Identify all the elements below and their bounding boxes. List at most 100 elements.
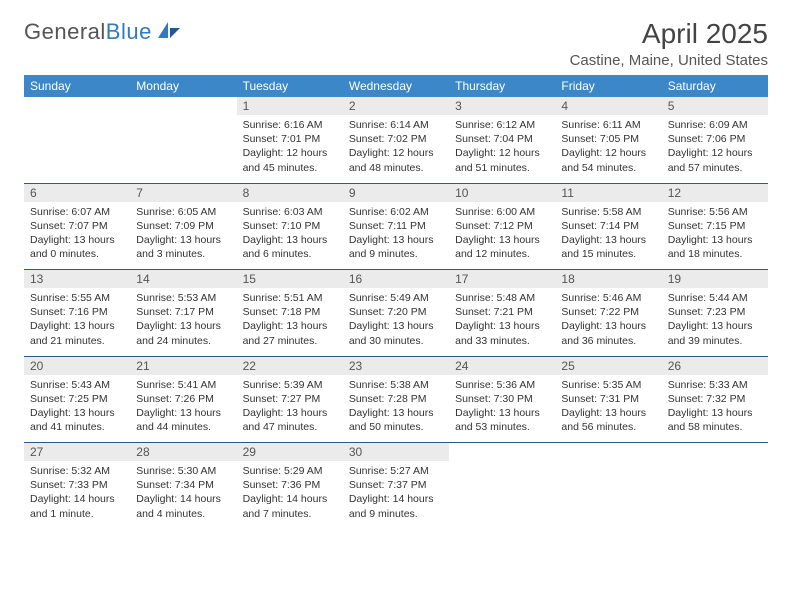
daylight-text: Daylight: 13 hours and 30 minutes. (349, 319, 443, 347)
sunrise-text: Sunrise: 5:39 AM (243, 378, 337, 392)
daylight-text: Daylight: 13 hours and 58 minutes. (668, 406, 762, 434)
sunset-text: Sunset: 7:01 PM (243, 132, 337, 146)
sunset-text: Sunset: 7:34 PM (136, 478, 230, 492)
calendar-table: Sunday Monday Tuesday Wednesday Thursday… (24, 75, 768, 529)
sunrise-text: Sunrise: 5:33 AM (668, 378, 762, 392)
day-content-cell: Sunrise: 5:41 AMSunset: 7:26 PMDaylight:… (130, 375, 236, 443)
sunset-text: Sunset: 7:09 PM (136, 219, 230, 233)
day-content-cell: Sunrise: 6:07 AMSunset: 7:07 PMDaylight:… (24, 202, 130, 270)
daylight-text: Daylight: 12 hours and 51 minutes. (455, 146, 549, 174)
day-content-cell: Sunrise: 5:29 AMSunset: 7:36 PMDaylight:… (237, 461, 343, 529)
day-number-cell: 30 (343, 443, 449, 462)
day-number-cell (662, 443, 768, 462)
day-content-row: Sunrise: 6:16 AMSunset: 7:01 PMDaylight:… (24, 115, 768, 183)
daylight-text: Daylight: 13 hours and 18 minutes. (668, 233, 762, 261)
daylight-text: Daylight: 14 hours and 4 minutes. (136, 492, 230, 520)
sunrise-text: Sunrise: 5:49 AM (349, 291, 443, 305)
daylight-text: Daylight: 13 hours and 3 minutes. (136, 233, 230, 261)
sunset-text: Sunset: 7:30 PM (455, 392, 549, 406)
day-content-cell: Sunrise: 6:11 AMSunset: 7:05 PMDaylight:… (555, 115, 661, 183)
day-content-row: Sunrise: 5:43 AMSunset: 7:25 PMDaylight:… (24, 375, 768, 443)
day-content-cell: Sunrise: 6:16 AMSunset: 7:01 PMDaylight:… (237, 115, 343, 183)
sunrise-text: Sunrise: 5:46 AM (561, 291, 655, 305)
sunset-text: Sunset: 7:36 PM (243, 478, 337, 492)
day-number-cell: 2 (343, 97, 449, 115)
day-number-cell: 24 (449, 356, 555, 375)
sunset-text: Sunset: 7:21 PM (455, 305, 549, 319)
sunset-text: Sunset: 7:28 PM (349, 392, 443, 406)
day-content-cell: Sunrise: 5:44 AMSunset: 7:23 PMDaylight:… (662, 288, 768, 356)
sunset-text: Sunset: 7:27 PM (243, 392, 337, 406)
sunrise-text: Sunrise: 5:53 AM (136, 291, 230, 305)
page-header: GeneralBlue April 2025 Castine, Maine, U… (24, 18, 768, 69)
sunset-text: Sunset: 7:25 PM (30, 392, 124, 406)
daylight-text: Daylight: 13 hours and 47 minutes. (243, 406, 337, 434)
sunset-text: Sunset: 7:16 PM (30, 305, 124, 319)
sunrise-text: Sunrise: 5:36 AM (455, 378, 549, 392)
day-content-cell: Sunrise: 5:35 AMSunset: 7:31 PMDaylight:… (555, 375, 661, 443)
sunset-text: Sunset: 7:15 PM (668, 219, 762, 233)
day-content-cell: Sunrise: 5:39 AMSunset: 7:27 PMDaylight:… (237, 375, 343, 443)
weekday-header: Monday (130, 75, 236, 97)
day-content-cell: Sunrise: 5:32 AMSunset: 7:33 PMDaylight:… (24, 461, 130, 529)
sunrise-text: Sunrise: 5:32 AM (30, 464, 124, 478)
sunrise-text: Sunrise: 5:29 AM (243, 464, 337, 478)
sunrise-text: Sunrise: 6:12 AM (455, 118, 549, 132)
sunrise-text: Sunrise: 6:11 AM (561, 118, 655, 132)
title-block: April 2025 Castine, Maine, United States (570, 18, 768, 69)
day-content-row: Sunrise: 5:55 AMSunset: 7:16 PMDaylight:… (24, 288, 768, 356)
day-content-cell: Sunrise: 5:56 AMSunset: 7:15 PMDaylight:… (662, 202, 768, 270)
day-number-cell (130, 97, 236, 115)
day-number-cell: 28 (130, 443, 236, 462)
sunset-text: Sunset: 7:12 PM (455, 219, 549, 233)
day-number-row: 27282930 (24, 443, 768, 462)
day-content-cell (24, 115, 130, 183)
weekday-header: Friday (555, 75, 661, 97)
day-content-cell: Sunrise: 5:51 AMSunset: 7:18 PMDaylight:… (237, 288, 343, 356)
day-content-cell (662, 461, 768, 529)
sunrise-text: Sunrise: 5:48 AM (455, 291, 549, 305)
sunrise-text: Sunrise: 6:00 AM (455, 205, 549, 219)
day-number-cell: 25 (555, 356, 661, 375)
day-content-cell: Sunrise: 6:03 AMSunset: 7:10 PMDaylight:… (237, 202, 343, 270)
day-number-cell: 8 (237, 183, 343, 202)
daylight-text: Daylight: 13 hours and 50 minutes. (349, 406, 443, 434)
page-title: April 2025 (570, 18, 768, 50)
sunset-text: Sunset: 7:06 PM (668, 132, 762, 146)
day-content-cell (555, 461, 661, 529)
day-number-cell: 11 (555, 183, 661, 202)
sunset-text: Sunset: 7:31 PM (561, 392, 655, 406)
weekday-header: Sunday (24, 75, 130, 97)
day-number-cell: 21 (130, 356, 236, 375)
sunset-text: Sunset: 7:22 PM (561, 305, 655, 319)
sunset-text: Sunset: 7:33 PM (30, 478, 124, 492)
sunset-text: Sunset: 7:26 PM (136, 392, 230, 406)
day-number-cell: 1 (237, 97, 343, 115)
day-number-cell: 9 (343, 183, 449, 202)
day-content-cell: Sunrise: 6:02 AMSunset: 7:11 PMDaylight:… (343, 202, 449, 270)
sunrise-text: Sunrise: 5:27 AM (349, 464, 443, 478)
day-content-cell (130, 115, 236, 183)
daylight-text: Daylight: 13 hours and 9 minutes. (349, 233, 443, 261)
sunrise-text: Sunrise: 5:56 AM (668, 205, 762, 219)
sunrise-text: Sunrise: 5:58 AM (561, 205, 655, 219)
daylight-text: Daylight: 13 hours and 41 minutes. (30, 406, 124, 434)
day-number-row: 20212223242526 (24, 356, 768, 375)
day-content-cell: Sunrise: 5:30 AMSunset: 7:34 PMDaylight:… (130, 461, 236, 529)
sunrise-text: Sunrise: 6:07 AM (30, 205, 124, 219)
daylight-text: Daylight: 13 hours and 56 minutes. (561, 406, 655, 434)
sunset-text: Sunset: 7:32 PM (668, 392, 762, 406)
weekday-header: Saturday (662, 75, 768, 97)
sunset-text: Sunset: 7:23 PM (668, 305, 762, 319)
weekday-header: Tuesday (237, 75, 343, 97)
day-number-cell: 13 (24, 270, 130, 289)
day-number-cell: 18 (555, 270, 661, 289)
day-number-cell (24, 97, 130, 115)
weekday-header-row: Sunday Monday Tuesday Wednesday Thursday… (24, 75, 768, 97)
sunset-text: Sunset: 7:10 PM (243, 219, 337, 233)
daylight-text: Daylight: 13 hours and 12 minutes. (455, 233, 549, 261)
day-number-row: 6789101112 (24, 183, 768, 202)
location-text: Castine, Maine, United States (570, 52, 768, 69)
day-content-cell: Sunrise: 5:38 AMSunset: 7:28 PMDaylight:… (343, 375, 449, 443)
day-content-cell (449, 461, 555, 529)
